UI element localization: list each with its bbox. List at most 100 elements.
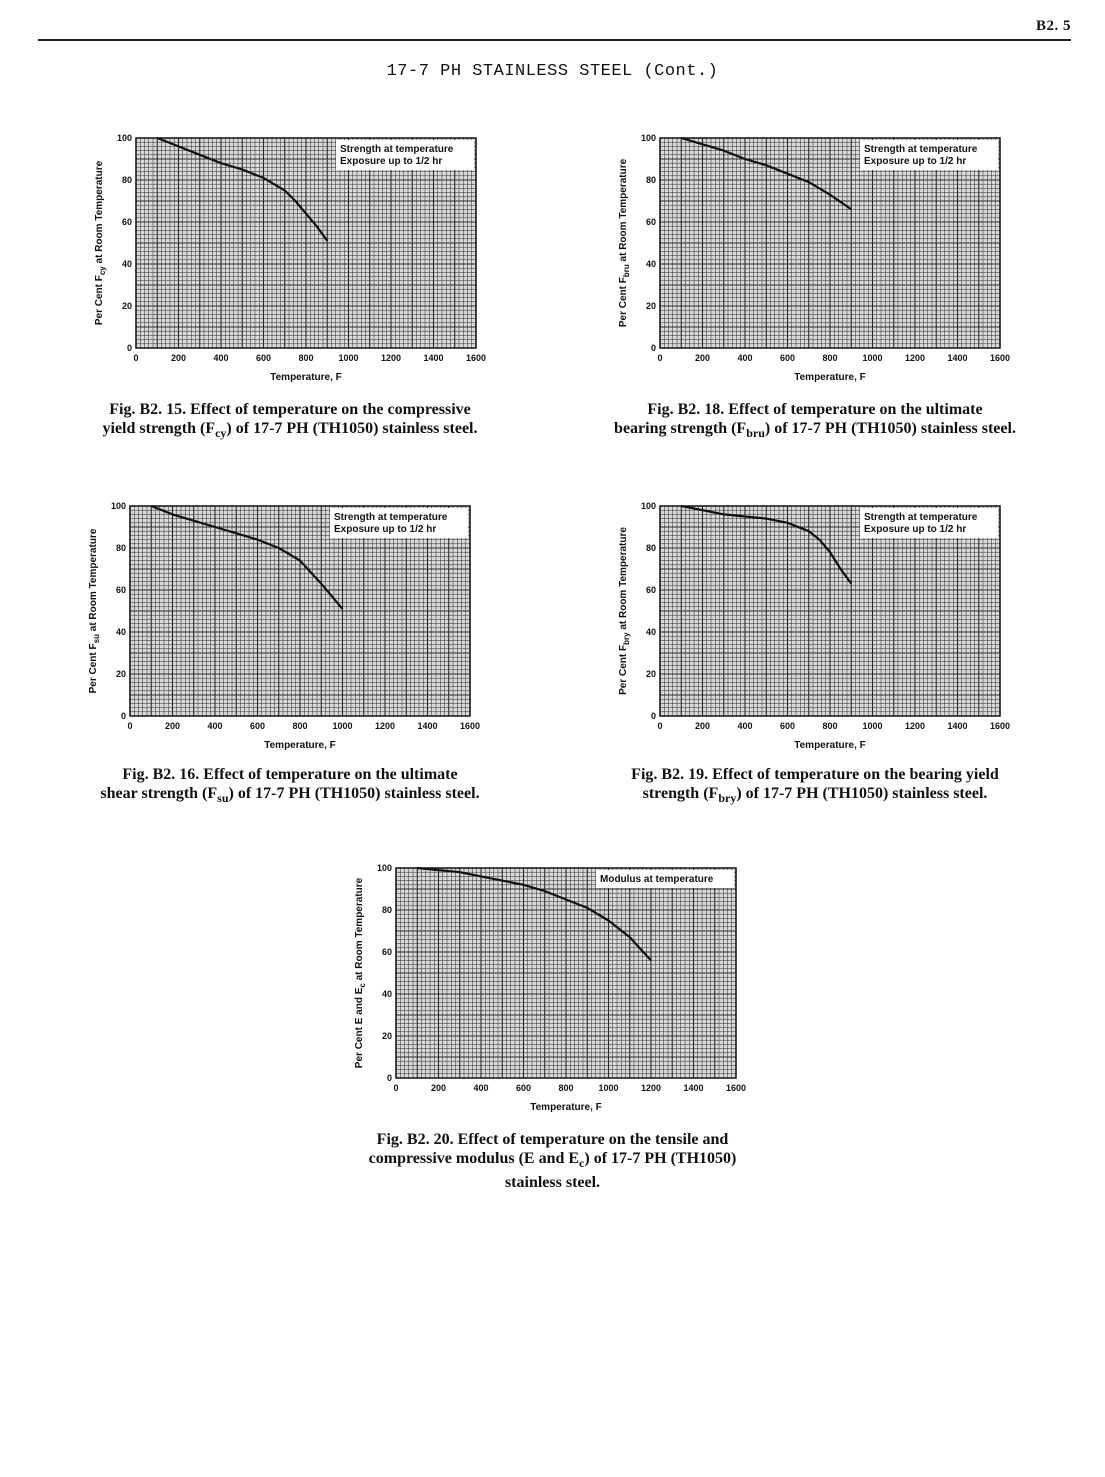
legend-entry: Modulus at temperature bbox=[600, 874, 714, 885]
legend-entry: Strength at temperature bbox=[340, 144, 454, 155]
caption-prefix: Fig. B2. 20. bbox=[376, 1131, 454, 1148]
caption-line1: Effect of temperature on the bearing yie… bbox=[712, 766, 999, 783]
y-axis-label: Per Cent Fbru at Room Temperature bbox=[618, 158, 631, 327]
x-tick-label: 1000 bbox=[862, 353, 882, 363]
y-tick-label: 80 bbox=[122, 175, 132, 185]
caption-line2-pre: yield strength (F bbox=[102, 420, 216, 437]
caption-line2-pre: strength (F bbox=[642, 785, 719, 802]
y-tick-label: 40 bbox=[382, 989, 392, 999]
y-tick-label: 0 bbox=[651, 711, 656, 721]
y-tick-label: 20 bbox=[116, 669, 126, 679]
y-axis-label: Per Cent Fbry at Room Temperature bbox=[618, 527, 631, 695]
chart-fig-b2-16: Strength at temperature Exposure up to 1/… bbox=[82, 498, 482, 751]
x-tick-label: 1600 bbox=[990, 721, 1010, 731]
caption-subscript: su bbox=[217, 791, 229, 806]
x-tick-label: 0 bbox=[657, 721, 662, 731]
x-tick-label: 1200 bbox=[375, 721, 395, 731]
x-tick-label: 1000 bbox=[598, 1083, 618, 1093]
x-axis-label: Temperature, F bbox=[794, 372, 866, 383]
y-tick-label: 0 bbox=[127, 343, 132, 353]
x-tick-label: 1400 bbox=[683, 1083, 703, 1093]
x-tick-label: 600 bbox=[250, 721, 265, 731]
y-axis-label: Per Cent E and Ec at Room Temperature bbox=[354, 877, 367, 1068]
y-tick-label: 100 bbox=[111, 501, 126, 511]
x-tick-label: 1000 bbox=[332, 721, 352, 731]
y-axis-label-main: Per Cent F bbox=[618, 645, 629, 695]
y-tick-label: 60 bbox=[116, 585, 126, 595]
legend-box bbox=[596, 870, 734, 888]
legend-box bbox=[860, 140, 998, 170]
legend-entry: Exposure up to 1/2 hr bbox=[340, 156, 442, 167]
y-tick-label: 40 bbox=[646, 259, 656, 269]
page-number: B2. 5 bbox=[1035, 18, 1071, 34]
x-tick-label: 600 bbox=[516, 1083, 531, 1093]
y-axis-label: Per Cent Fcy at Room Temperature bbox=[94, 160, 107, 325]
y-tick-label: 40 bbox=[116, 627, 126, 637]
caption-fig-b2-18: Fig. B2. 18. Effect of temperature on th… bbox=[555, 400, 1075, 443]
y-tick-label: 40 bbox=[646, 627, 656, 637]
y-tick-label: 80 bbox=[116, 543, 126, 553]
caption-line2-post: ) of 17-7 PH (TH1050) stainless steel. bbox=[226, 420, 478, 437]
x-tick-label: 200 bbox=[165, 721, 180, 731]
legend-entry: Strength at temperature bbox=[864, 512, 978, 523]
y-axis-label-main: Per Cent F bbox=[88, 643, 99, 693]
plot-frame bbox=[659, 137, 1001, 349]
legend-entry: Exposure up to 1/2 hr bbox=[864, 156, 966, 167]
x-tick-label: 400 bbox=[473, 1083, 488, 1093]
grid bbox=[659, 505, 1001, 717]
x-tick-label: 600 bbox=[780, 353, 795, 363]
y-tick-label: 80 bbox=[646, 543, 656, 553]
y-tick-label: 80 bbox=[382, 905, 392, 915]
y-tick-label: 20 bbox=[646, 301, 656, 311]
x-tick-label: 1400 bbox=[947, 353, 967, 363]
caption-subscript: bru bbox=[746, 426, 765, 441]
y-axis-label-post: at Room Temperature bbox=[94, 160, 105, 266]
caption-line1: Effect of temperature on the ultimate bbox=[203, 766, 458, 783]
x-tick-label: 600 bbox=[256, 353, 271, 363]
header-rule bbox=[38, 39, 1071, 41]
x-tick-label: 800 bbox=[292, 721, 307, 731]
x-axis-label: Temperature, F bbox=[794, 740, 866, 751]
series-line bbox=[156, 136, 329, 242]
legend-box bbox=[860, 508, 998, 538]
y-axis-label-sub: bru bbox=[622, 264, 631, 277]
series-line bbox=[681, 504, 853, 585]
y-tick-label: 0 bbox=[121, 711, 126, 721]
plot-frame bbox=[135, 137, 477, 349]
chart-fig-b2-20: Modulus at temperature 0 200 400 600 800 1000 1… bbox=[348, 860, 748, 1113]
x-tick-label: 1600 bbox=[726, 1083, 746, 1093]
y-tick-label: 100 bbox=[641, 501, 656, 511]
x-tick-label: 600 bbox=[780, 721, 795, 731]
legend-entry: Strength at temperature bbox=[334, 512, 448, 523]
y-axis-label-post: at Room Temperature bbox=[618, 158, 629, 264]
y-tick-label: 0 bbox=[651, 343, 656, 353]
page-title: 17-7 PH STAINLESS STEEL (Cont.) bbox=[386, 62, 719, 81]
x-tick-label: 1200 bbox=[905, 721, 925, 731]
caption-fig-b2-15: Fig. B2. 15. Effect of temperature on th… bbox=[40, 400, 540, 443]
caption-line2-pre: compressive modulus (E and E bbox=[368, 1150, 580, 1167]
caption-line2-pre: shear strength (F bbox=[100, 785, 218, 802]
legend-box bbox=[330, 508, 468, 538]
x-tick-label: 0 bbox=[133, 353, 138, 363]
legend-entry: Strength at temperature bbox=[864, 144, 978, 155]
y-axis-label-sub: c bbox=[358, 983, 367, 988]
x-tick-label: 1200 bbox=[381, 353, 401, 363]
caption-subscript: cy bbox=[215, 426, 227, 441]
x-tick-label: 400 bbox=[207, 721, 222, 731]
y-axis-label-post: at Room Temperature bbox=[618, 527, 629, 633]
x-tick-label: 1400 bbox=[417, 721, 437, 731]
y-axis-label-sub: cy bbox=[98, 266, 107, 275]
chart-fig-b2-18: Strength at temperature Exposure up to 1/… bbox=[612, 130, 1012, 383]
y-tick-label: 80 bbox=[646, 175, 656, 185]
x-tick-label: 800 bbox=[298, 353, 313, 363]
y-axis-label-sub: bry bbox=[622, 632, 631, 645]
x-tick-label: 400 bbox=[737, 353, 752, 363]
y-tick-label: 100 bbox=[641, 133, 656, 143]
x-tick-label: 1200 bbox=[905, 353, 925, 363]
caption-fig-b2-16: Fig. B2. 16. Effect of temperature on th… bbox=[40, 765, 540, 808]
x-tick-label: 800 bbox=[558, 1083, 573, 1093]
